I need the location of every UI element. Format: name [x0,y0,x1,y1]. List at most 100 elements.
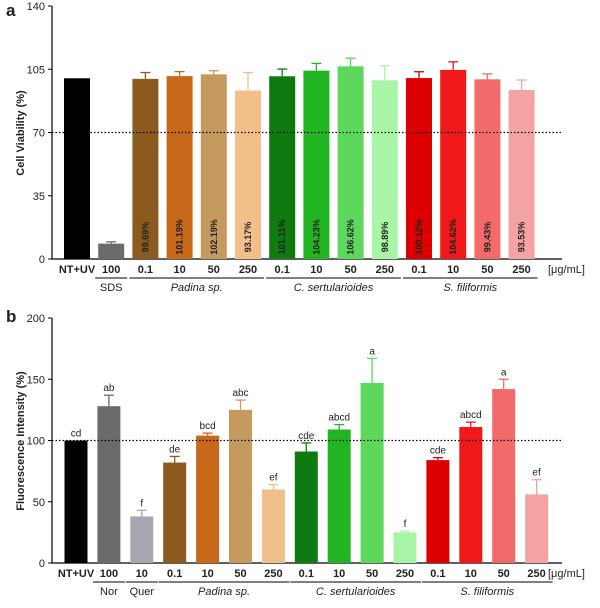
panel-b-significance-letter: a [369,346,375,357]
panel-b-category-label: 50 [498,568,510,580]
panel-a-bar [98,243,125,259]
panel-a-bar-value-label: 104.23% [311,219,321,255]
panel-b-significance-letter: f [140,498,143,509]
panel-a-bar [235,90,261,259]
panel-a-bar [64,78,90,260]
panel-a-bar [440,69,467,260]
panel-a-bar-value-label: 100.12% [414,219,424,255]
panel-b-group-label: Nor [100,586,118,598]
panel-b-bar [393,532,417,563]
panel-b-group-label: Quer [130,586,155,598]
panel-b-bar [327,429,351,563]
panel-b-letter: b [6,307,16,326]
panel-a-bar [406,78,432,260]
panel-a-ytick-label: 35 [33,191,45,203]
panel-a-group-label: S. filiformis [443,282,497,294]
panel-b-bar [426,460,450,563]
panel-b-bar [525,494,549,563]
panel-a-bar-value-label: 104.62% [448,219,458,255]
panel-a-bar-value-label: 102.19% [209,219,219,255]
panel-a-bar-value-label: 99.43% [482,222,492,253]
panel-b-group-label: C. sertularioides [316,586,396,598]
panel-a-ytick-label: 70 [33,128,45,140]
panel-a-bar [132,78,159,259]
panel-a-bar-value-label: 99.69% [140,222,150,253]
panel-b-category-label: 100 [100,568,118,580]
panel-a-category-label: 10 [447,264,459,276]
panel-a-ylabel: Cell Viability (%) [15,90,27,176]
panel-b-significance-letter: ef [532,468,541,479]
panel-b-bar [459,427,483,563]
panel-a-bar [269,76,296,259]
panel-a-category-label: NT+UV [59,264,96,276]
panel-a-category-label: 250 [376,264,394,276]
panel-a-category-label: 0.1 [138,264,153,276]
panel-b-significance-letter: f [404,519,407,530]
panel-a-category-label: 100 [102,264,120,276]
panel-a-bar [474,79,501,259]
panel-a-bar [200,74,227,260]
panel-a-category-label: 10 [173,264,185,276]
panel-a-category-label: 0.1 [275,264,290,276]
panel-a-bar [303,70,330,259]
panel-a-bar [166,76,193,259]
panel-b-chart: 0 50 100 150 200 cd NT+UV ab 100 f 10 de 0.1 bcd 10 abc… [27,313,585,598]
panel-b-bar [360,382,384,563]
panel-b-significance-letter: abcd [328,413,350,424]
panel-b-significance-letter: abcd [460,410,482,421]
panel-b-ytick-label: 200 [27,313,45,325]
panel-b-ytick-label: 150 [27,374,45,386]
panel-b-significance-letter: ab [103,383,115,394]
panel-b-ytick-label: 100 [27,436,45,448]
panel-b-category-label: 10 [201,568,213,580]
panel-b-category-label: 0.1 [430,568,445,580]
panel-b-category-label: 50 [234,568,246,580]
panel-b-bar [130,516,154,563]
panel-a-category-label: 250 [239,264,257,276]
panel-b-group-label: Padina sp. [198,586,250,598]
panel-a-group-label: C. sertularioides [294,282,374,294]
panel-b-significance-letter: cde [430,446,447,457]
panel-a-category-label: 0.1 [411,264,426,276]
panel-a-category-label: 50 [344,264,356,276]
panel-a-group-label: SDS [100,282,123,294]
panel-b-ylabel: Fluorescence Intensity (%) [15,371,27,511]
panel-b-bar [294,451,318,563]
panel-a-ytick-label: 140 [27,1,45,13]
panel-a-bar-value-label: 93.53% [517,222,527,253]
panel-b-significance-letter: a [501,367,507,378]
panel-a-category-label: 50 [208,264,220,276]
panel-a-bar-value-label: 93.17% [243,222,253,253]
panel-b-category-label: 10 [136,568,148,580]
panel-b-category-label: 0.1 [167,568,182,580]
panel-b-category-label: 250 [527,568,545,580]
panel-b-ytick-label: 0 [39,558,45,570]
panel-b-category-label: 50 [366,568,378,580]
panel-b-bar [97,406,121,563]
panel-b-bar [196,435,220,563]
panel-a-category-label: 250 [512,264,530,276]
panel-a-category-label: 10 [310,264,322,276]
panel-b-bar [229,409,252,563]
panel-a-bar-value-label: 101.19% [175,219,185,255]
panel-b-significance-letter: bcd [200,421,216,432]
panel-a-letter: a [6,1,16,20]
panel-b-bar [163,462,187,563]
panel-a-bar [508,89,535,259]
panel-b-significance-letter: de [169,444,181,455]
panel-b-significance-letter: abc [232,388,248,399]
panel-b-category-label: 250 [264,568,282,580]
panel-b-significance-letter: ef [269,473,278,484]
panel-a-bar-value-label: 101.11% [277,219,287,254]
panel-a-bar-value-label: 106.62% [346,219,356,255]
panel-a-bar [371,80,398,259]
panel-b-significance-letter: cde [298,431,315,442]
panel-b-ytick-label: 50 [33,497,45,509]
panel-a-ytick-label: 105 [27,64,45,76]
panel-b-significance-letter: cd [71,429,82,440]
panel-a-ytick-label: 0 [39,254,45,266]
panel-b-unit-label: [μg/mL] [548,568,585,580]
